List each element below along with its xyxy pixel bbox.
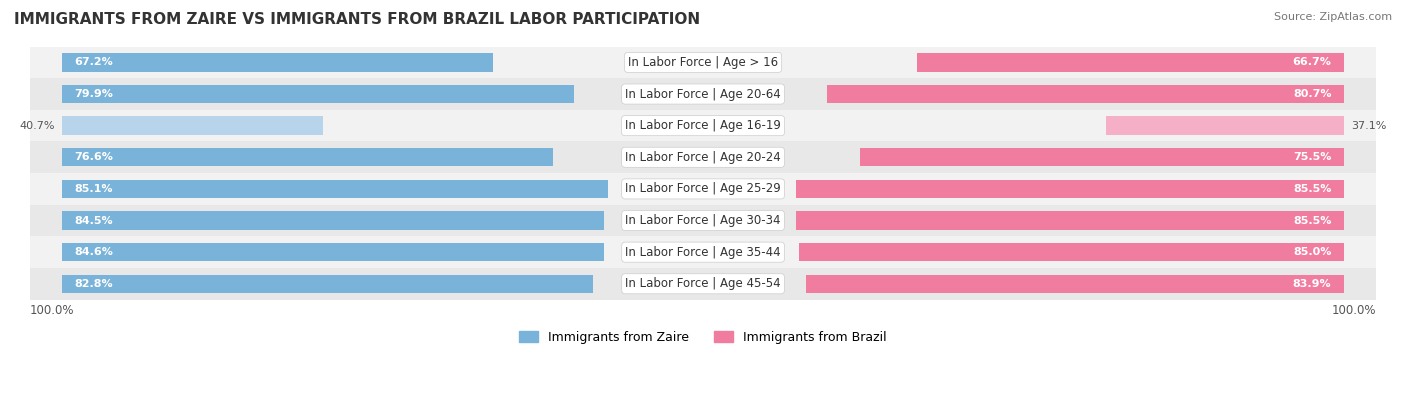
Text: 85.0%: 85.0% bbox=[1294, 247, 1331, 257]
Text: 66.7%: 66.7% bbox=[1292, 57, 1331, 68]
Bar bbox=[30, 173, 1376, 205]
Bar bbox=[30, 141, 1376, 173]
Text: In Labor Force | Age 30-34: In Labor Force | Age 30-34 bbox=[626, 214, 780, 227]
Text: In Labor Force | Age 35-44: In Labor Force | Age 35-44 bbox=[626, 246, 780, 259]
Bar bbox=[796, 211, 1344, 230]
Text: 76.6%: 76.6% bbox=[75, 152, 114, 162]
Text: 85.1%: 85.1% bbox=[75, 184, 112, 194]
Text: 85.5%: 85.5% bbox=[1294, 184, 1331, 194]
Text: 67.2%: 67.2% bbox=[75, 57, 114, 68]
Bar bbox=[62, 180, 607, 198]
Text: 82.8%: 82.8% bbox=[75, 279, 114, 289]
Bar bbox=[796, 180, 1344, 198]
Text: In Labor Force | Age > 16: In Labor Force | Age > 16 bbox=[628, 56, 778, 69]
Bar bbox=[30, 110, 1376, 141]
Text: In Labor Force | Age 16-19: In Labor Force | Age 16-19 bbox=[626, 119, 780, 132]
Bar bbox=[30, 47, 1376, 78]
Bar bbox=[799, 243, 1344, 261]
Text: In Labor Force | Age 20-24: In Labor Force | Age 20-24 bbox=[626, 151, 780, 164]
Text: 79.9%: 79.9% bbox=[75, 89, 114, 99]
Legend: Immigrants from Zaire, Immigrants from Brazil: Immigrants from Zaire, Immigrants from B… bbox=[515, 326, 891, 349]
Bar bbox=[62, 53, 492, 71]
Bar bbox=[62, 148, 553, 166]
Text: 84.5%: 84.5% bbox=[75, 216, 114, 226]
Bar bbox=[860, 148, 1344, 166]
Text: 100.0%: 100.0% bbox=[1331, 304, 1376, 317]
Bar bbox=[30, 78, 1376, 110]
Text: 37.1%: 37.1% bbox=[1351, 120, 1386, 131]
Bar bbox=[62, 275, 593, 293]
Text: 100.0%: 100.0% bbox=[30, 304, 75, 317]
Bar bbox=[827, 85, 1344, 103]
Text: Source: ZipAtlas.com: Source: ZipAtlas.com bbox=[1274, 12, 1392, 22]
Bar bbox=[62, 243, 605, 261]
Text: In Labor Force | Age 45-54: In Labor Force | Age 45-54 bbox=[626, 277, 780, 290]
Text: 80.7%: 80.7% bbox=[1294, 89, 1331, 99]
Text: In Labor Force | Age 20-64: In Labor Force | Age 20-64 bbox=[626, 88, 780, 101]
Bar bbox=[30, 268, 1376, 299]
Bar bbox=[62, 211, 603, 230]
Text: In Labor Force | Age 25-29: In Labor Force | Age 25-29 bbox=[626, 182, 780, 196]
Bar bbox=[62, 117, 323, 135]
Text: 40.7%: 40.7% bbox=[20, 120, 55, 131]
Text: IMMIGRANTS FROM ZAIRE VS IMMIGRANTS FROM BRAZIL LABOR PARTICIPATION: IMMIGRANTS FROM ZAIRE VS IMMIGRANTS FROM… bbox=[14, 12, 700, 27]
Bar bbox=[1107, 117, 1344, 135]
Bar bbox=[30, 205, 1376, 236]
Bar bbox=[917, 53, 1344, 71]
Text: 83.9%: 83.9% bbox=[1294, 279, 1331, 289]
Bar bbox=[806, 275, 1344, 293]
Bar bbox=[62, 85, 574, 103]
Text: 84.6%: 84.6% bbox=[75, 247, 114, 257]
Text: 75.5%: 75.5% bbox=[1294, 152, 1331, 162]
Text: 85.5%: 85.5% bbox=[1294, 216, 1331, 226]
Bar bbox=[30, 236, 1376, 268]
